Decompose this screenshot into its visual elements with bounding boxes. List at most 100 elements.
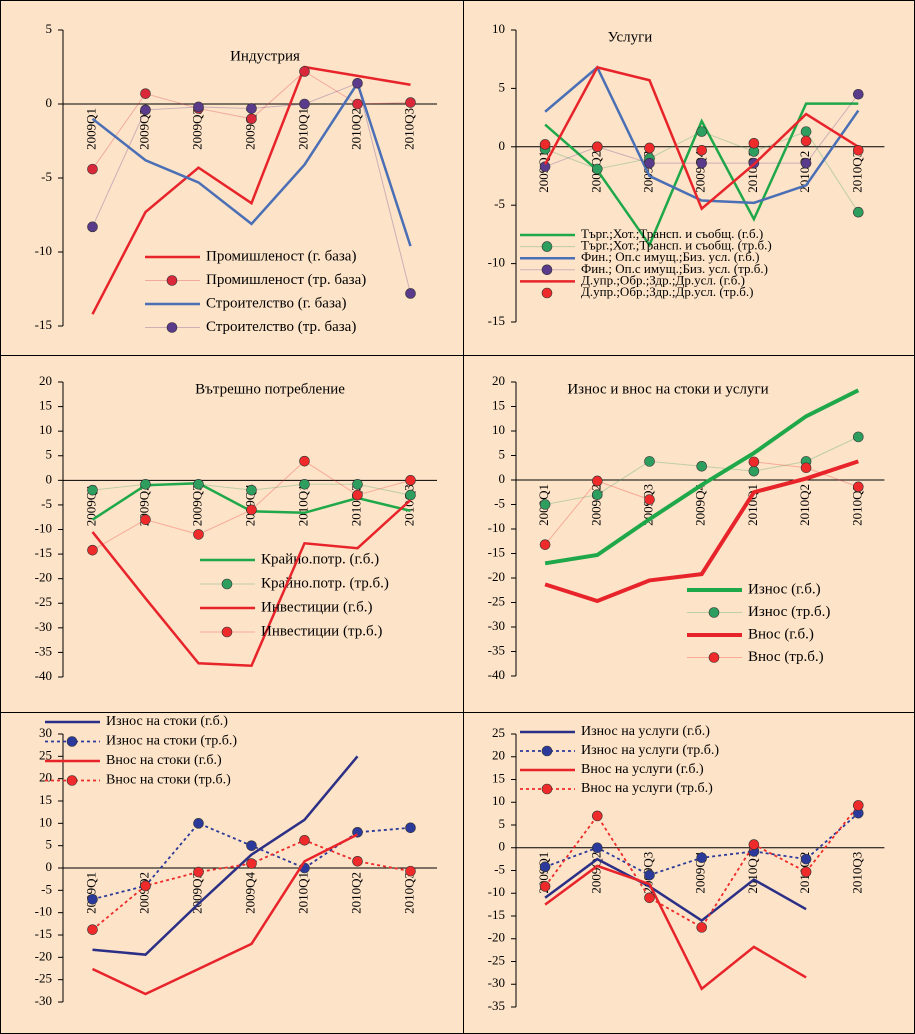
series-marker	[539, 539, 551, 550]
series-marker	[748, 456, 760, 468]
series-marker	[696, 157, 708, 169]
legend-label: Крайно.потр. (тр.б.)	[261, 575, 389, 591]
series-marker	[140, 88, 151, 99]
y-tick-label: 15	[39, 398, 52, 413]
chart-title: Индустрия	[230, 48, 300, 64]
x-tick-label: 2010Q1	[295, 872, 310, 914]
series-marker	[246, 113, 257, 125]
series-marker	[800, 157, 812, 169]
y-tick-label: 5	[46, 21, 53, 36]
x-tick-label: 2009Q2	[588, 852, 603, 894]
legend-label: Износ на стоки (тр.б.)	[106, 734, 237, 749]
y-tick-label: 5	[499, 79, 506, 94]
series-marker	[246, 484, 257, 496]
series-marker	[299, 455, 310, 467]
series-marker	[591, 842, 603, 854]
legend-marker	[541, 745, 553, 757]
series-marker	[644, 892, 655, 904]
series-marker	[87, 893, 98, 905]
series-marker	[193, 818, 204, 829]
y-tick-label: 15	[492, 397, 505, 412]
y-tick-label: -10	[35, 520, 52, 535]
legend-label: Фин.; Оп.с имущ.;Биз. усл. (тр.б.)	[581, 261, 768, 276]
y-tick-label: -30	[488, 975, 505, 990]
series-marker	[299, 98, 310, 110]
x-tick-label: 2010Q1	[295, 484, 310, 526]
legend-marker	[166, 275, 178, 286]
chart-title: Износ и внос на стоки и услуги	[567, 381, 768, 397]
series-marker	[591, 489, 603, 501]
series-line	[91, 65, 411, 315]
series-marker	[299, 478, 310, 490]
series-marker	[87, 221, 98, 233]
x-tick-label: 2010Q2	[797, 484, 812, 526]
series-marker	[696, 145, 708, 156]
legend-marker	[166, 322, 178, 333]
series-line	[544, 864, 807, 991]
series-marker	[539, 161, 551, 172]
legend-label: Строителство (г. база)	[206, 295, 347, 311]
y-tick-label: 10	[39, 814, 52, 829]
legend-marker	[541, 264, 553, 276]
x-tick-label: 2009Q2	[136, 108, 151, 150]
y-tick-label: -5	[41, 496, 52, 511]
series-marker	[696, 126, 708, 137]
series-marker	[800, 853, 812, 865]
legend-label: Износ на услуги (г.б.)	[581, 724, 710, 739]
series-marker	[696, 460, 708, 472]
y-tick-label: 15	[492, 770, 505, 785]
y-tick-label: -25	[35, 594, 52, 609]
series-line	[544, 459, 859, 604]
y-tick-label: 30	[39, 725, 52, 740]
series-marker	[852, 88, 864, 100]
series-marker	[800, 462, 812, 474]
y-tick-label: 10	[39, 422, 52, 437]
y-tick-label: 10	[492, 793, 505, 808]
y-tick-label: 20	[39, 770, 52, 785]
y-tick-label: 25	[492, 725, 505, 740]
y-tick-label: -5	[41, 881, 52, 896]
y-tick-label: -5	[494, 495, 505, 510]
y-tick-label: -10	[488, 884, 505, 899]
series-marker	[87, 924, 98, 935]
x-tick-label: 2009Q4	[242, 872, 257, 914]
series-marker	[246, 103, 257, 114]
y-tick-label: -5	[494, 196, 505, 211]
series-marker	[352, 98, 363, 110]
chart: -30 -25 -20 -15 -10 -5 0 5 10 15 20 25 30 2009Q1 2009Q…	[35, 714, 437, 1008]
y-tick-label: 5	[499, 816, 506, 831]
y-tick-label: 0	[46, 859, 53, 874]
legend-label: Внос на услуги (тр.б.)	[581, 781, 713, 796]
series-marker	[405, 475, 416, 486]
y-tick-label: -35	[488, 642, 505, 657]
y-tick-label: 5	[46, 837, 53, 852]
y-tick-label: -40	[35, 668, 52, 683]
legend-marker	[541, 241, 553, 252]
y-tick-label: -25	[35, 971, 52, 986]
y-tick-label: 5	[499, 446, 506, 461]
series-marker	[405, 97, 416, 108]
series-marker	[591, 475, 603, 487]
x-tick-label: 2010Q1	[745, 484, 760, 526]
chart: -40-35-30-25-20-15-10-5051015202009Q1200…	[488, 373, 885, 682]
chart: -15-10-505102009Q12009Q22009Q32009Q42010…	[488, 21, 885, 328]
series-marker	[644, 869, 655, 881]
legend-marker	[221, 626, 233, 638]
y-tick-label: -5	[494, 861, 505, 876]
legend-label: Износ на услуги (тр.б.)	[581, 743, 719, 758]
y-tick-label: -5	[41, 169, 52, 184]
legend-marker	[541, 287, 553, 299]
x-tick-label: 2009Q2	[136, 872, 151, 914]
series-marker	[405, 822, 416, 834]
legend-marker	[541, 783, 553, 795]
series-marker	[852, 800, 864, 811]
series-marker	[299, 835, 310, 846]
legend-label: Фин.; Оп.с имущ.;Биз. усл. (г.б.)	[581, 249, 759, 264]
y-tick-label: -25	[488, 593, 505, 608]
y-tick-label: 0	[499, 471, 506, 486]
series-marker	[644, 157, 655, 169]
y-tick-label: -10	[488, 520, 505, 535]
